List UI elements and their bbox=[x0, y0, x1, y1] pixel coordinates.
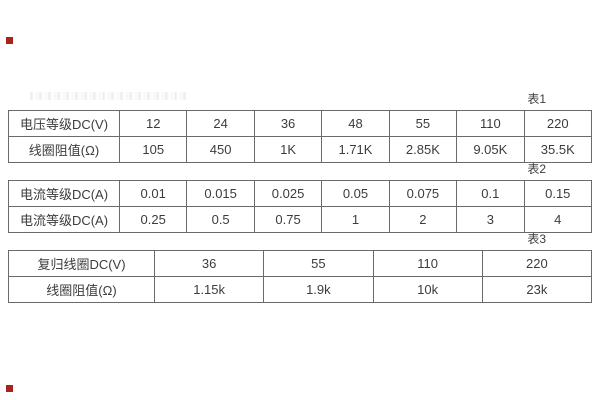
value-cell: 0.075 bbox=[388, 180, 458, 207]
current-spec-table: 电流等级DC(A) 0.01 0.015 0.025 0.05 0.075 0.1 0.15 电… bbox=[8, 180, 593, 233]
value-cell: 0.75 bbox=[253, 206, 323, 233]
row-header-cell: 线圈阻值(Ω) bbox=[8, 276, 155, 303]
value-cell: 55 bbox=[388, 110, 458, 137]
row-header-cell: 电压等级DC(V) bbox=[8, 110, 120, 137]
voltage-spec-table: 电压等级DC(V) 12 24 36 48 55 110 220 线圈阻值(Ω) 105 450 1K… bbox=[8, 110, 593, 163]
table1-caption: 表1 bbox=[527, 92, 546, 106]
table-row: 线圈阻值(Ω) 105 450 1K 1.71K 2.85K 9.05K 35.5K bbox=[8, 136, 593, 163]
value-cell: 3 bbox=[456, 206, 525, 233]
value-cell: 110 bbox=[372, 250, 483, 277]
reset-coil-spec-table: 复归线圈DC(V) 36 55 110 220 线圈阻值(Ω) 1.15k 1.9k 10k 23… bbox=[8, 250, 593, 303]
table-row: 复归线圈DC(V) 36 55 110 220 bbox=[8, 250, 593, 277]
value-cell: 0.25 bbox=[118, 206, 188, 233]
table3-caption: 表3 bbox=[527, 232, 546, 246]
value-cell: 1.9k bbox=[263, 276, 374, 303]
value-cell: 36 bbox=[153, 250, 265, 277]
value-cell: 105 bbox=[118, 136, 188, 163]
value-cell: 450 bbox=[186, 136, 255, 163]
red-square-artifact-bottom bbox=[6, 385, 13, 392]
value-cell: 110 bbox=[456, 110, 525, 137]
value-cell: 0.15 bbox=[523, 180, 593, 207]
value-cell: 4 bbox=[523, 206, 593, 233]
value-cell: 12 bbox=[118, 110, 188, 137]
value-cell: 1 bbox=[321, 206, 390, 233]
table-row: 电流等级DC(A) 0.25 0.5 0.75 1 2 3 4 bbox=[8, 206, 593, 233]
value-cell: 2.85K bbox=[388, 136, 458, 163]
table2-caption: 表2 bbox=[527, 162, 546, 176]
row-header-cell: 线圈阻值(Ω) bbox=[8, 136, 120, 163]
value-cell: 10k bbox=[372, 276, 483, 303]
row-header-cell: 复归线圈DC(V) bbox=[8, 250, 155, 277]
row-header-cell: 电流等级DC(A) bbox=[8, 206, 120, 233]
value-cell: 220 bbox=[523, 110, 593, 137]
value-cell: 1K bbox=[253, 136, 323, 163]
table-row: 电压等级DC(V) 12 24 36 48 55 110 220 bbox=[8, 110, 593, 137]
value-cell: 24 bbox=[186, 110, 255, 137]
value-cell: 9.05K bbox=[456, 136, 525, 163]
red-square-artifact-top bbox=[6, 37, 13, 44]
value-cell: 0.5 bbox=[186, 206, 255, 233]
row-header-cell: 电流等级DC(A) bbox=[8, 180, 120, 207]
value-cell: 36 bbox=[253, 110, 323, 137]
table-row: 线圈阻值(Ω) 1.15k 1.9k 10k 23k bbox=[8, 276, 593, 303]
value-cell: 220 bbox=[481, 250, 593, 277]
table-row: 电流等级DC(A) 0.01 0.015 0.025 0.05 0.075 0.1 0.15 bbox=[8, 180, 593, 207]
value-cell: 0.05 bbox=[321, 180, 390, 207]
value-cell: 1.15k bbox=[153, 276, 265, 303]
value-cell: 0.1 bbox=[456, 180, 525, 207]
value-cell: 0.01 bbox=[118, 180, 188, 207]
value-cell: 48 bbox=[321, 110, 390, 137]
value-cell: 35.5K bbox=[523, 136, 593, 163]
illegible-faint-text bbox=[30, 92, 188, 100]
value-cell: 2 bbox=[388, 206, 458, 233]
value-cell: 55 bbox=[263, 250, 374, 277]
value-cell: 1.71K bbox=[321, 136, 390, 163]
value-cell: 23k bbox=[481, 276, 593, 303]
value-cell: 0.015 bbox=[186, 180, 255, 207]
value-cell: 0.025 bbox=[253, 180, 323, 207]
